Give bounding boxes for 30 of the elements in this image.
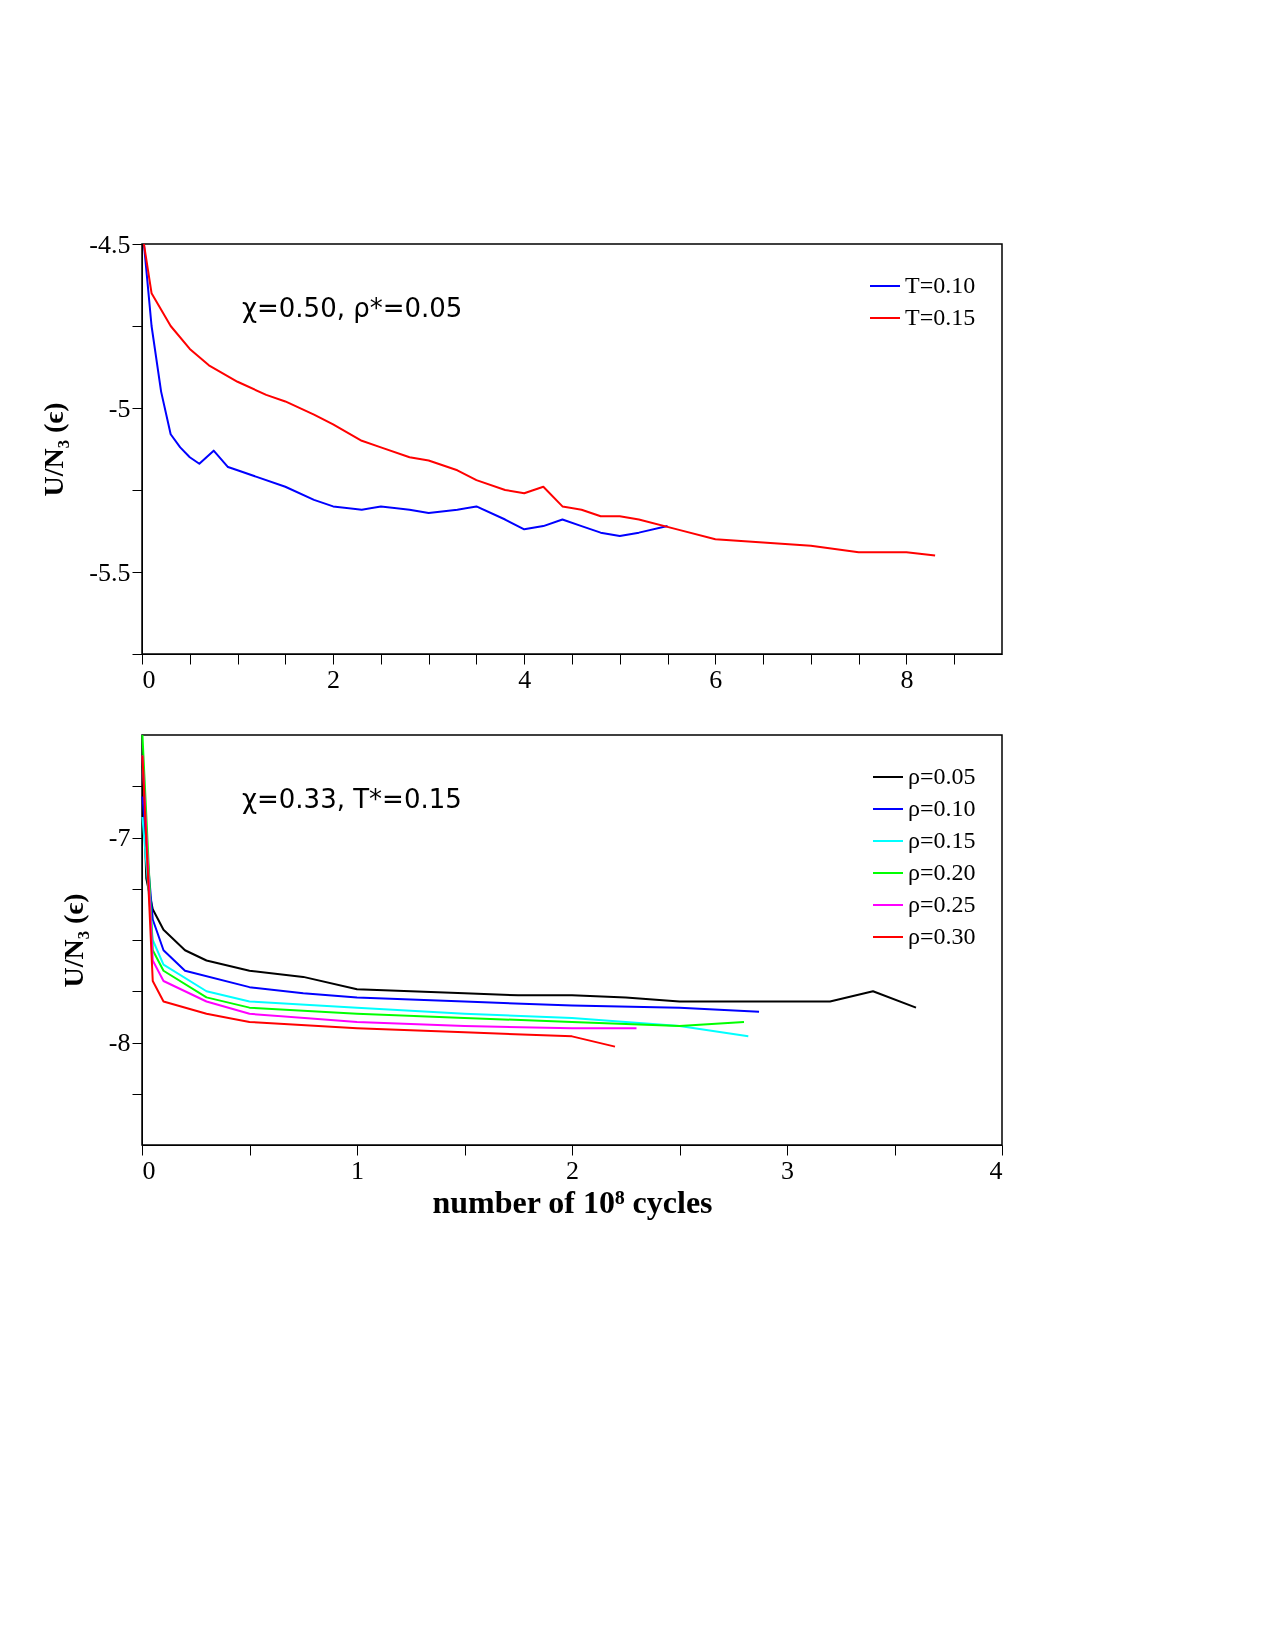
legend-label: ρ=0.20 <box>908 859 976 885</box>
legend-label: ρ=0.10 <box>908 795 976 821</box>
x-tick-label: 6 <box>709 664 723 694</box>
annotation: χ=0.50, ρ*=0.05 <box>242 293 463 323</box>
annotation: χ=0.33, T*=0.15 <box>242 784 462 814</box>
legend-label: ρ=0.05 <box>908 763 976 789</box>
legend-label: ρ=0.15 <box>908 827 976 853</box>
x-tick-label: 3 <box>781 1155 794 1185</box>
y-tick-label: -7 <box>108 823 131 852</box>
legend-label: ρ=0.25 <box>908 891 976 917</box>
x-axis-title: number of 10⁸ cycles <box>432 1183 713 1220</box>
y-tick-label: -5 <box>108 393 131 423</box>
x-tick-label: 0 <box>142 664 156 694</box>
line-series <box>141 734 745 1028</box>
x-tick-label: 8 <box>900 664 914 694</box>
y-tick-label: -5.5 <box>89 557 131 587</box>
x-tick-label: 2 <box>566 1155 579 1185</box>
line-series <box>141 816 750 1038</box>
x-tick-label: 0 <box>142 1155 156 1185</box>
y-tick-label: -8 <box>108 1028 131 1057</box>
x-tick-label: 4 <box>518 664 532 694</box>
legend-label: T=0.10 <box>905 272 976 298</box>
y-axis-title: U/N₃ (ϵ) <box>57 893 89 988</box>
x-tick-label: 2 <box>327 664 341 694</box>
y-tick-label: -4.5 <box>89 229 131 259</box>
x-tick-label: 4 <box>989 1155 1003 1185</box>
y-axis-title: U/N₃ (ϵ) <box>38 402 70 497</box>
x-tick-label: 1 <box>351 1155 364 1185</box>
legend-label: T=0.15 <box>905 304 976 330</box>
legend-label: ρ=0.30 <box>908 923 976 949</box>
